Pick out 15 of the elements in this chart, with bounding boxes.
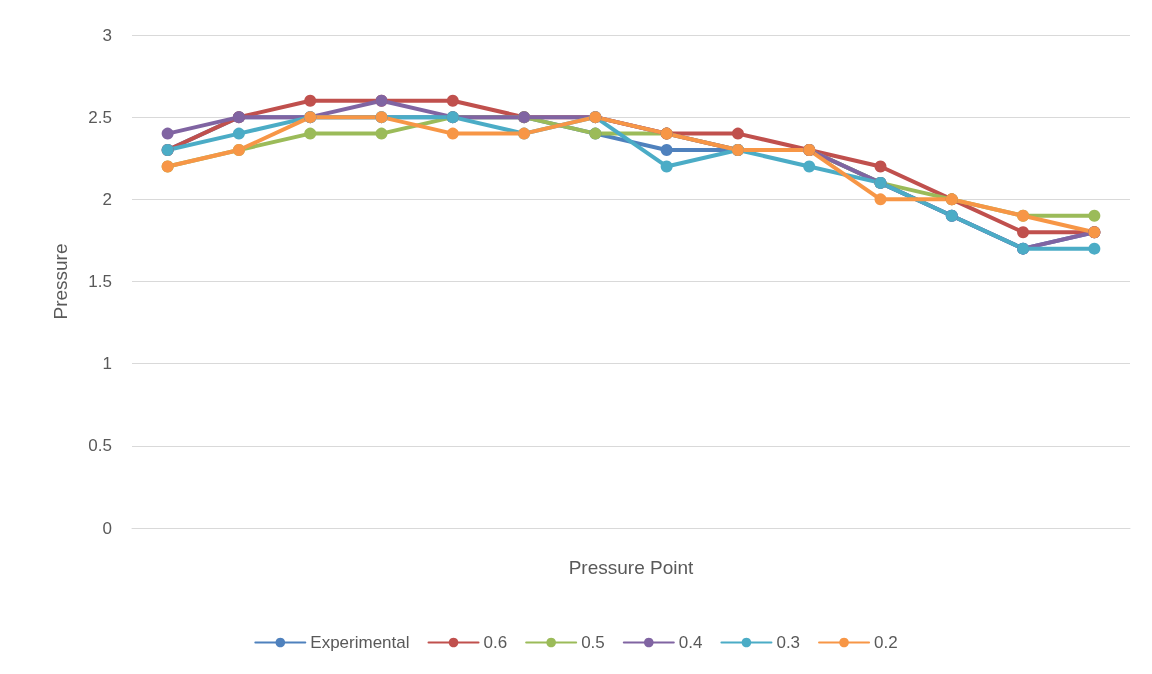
y-axis-title: Pressure xyxy=(50,243,71,320)
y-tick-label: 0.5 xyxy=(88,436,112,456)
legend-label: 0.2 xyxy=(874,633,898,652)
y-tick-label: 1.5 xyxy=(88,272,112,291)
y-tick-label: 0 xyxy=(102,518,112,538)
legend-label: 0.5 xyxy=(581,633,605,652)
x-axis-title: Pressure Point xyxy=(568,557,695,578)
y-tick-label: 1 xyxy=(102,354,112,374)
y-tick-label: 2.5 xyxy=(88,107,112,127)
legend-label: 0.6 xyxy=(483,633,508,652)
y-tick-label: 3 xyxy=(102,25,112,45)
legend-label: Experimental xyxy=(310,633,410,652)
legend-label: 0.3 xyxy=(776,633,801,652)
legend-label: 0.4 xyxy=(678,633,703,652)
y-tick-label: 2 xyxy=(102,189,112,209)
